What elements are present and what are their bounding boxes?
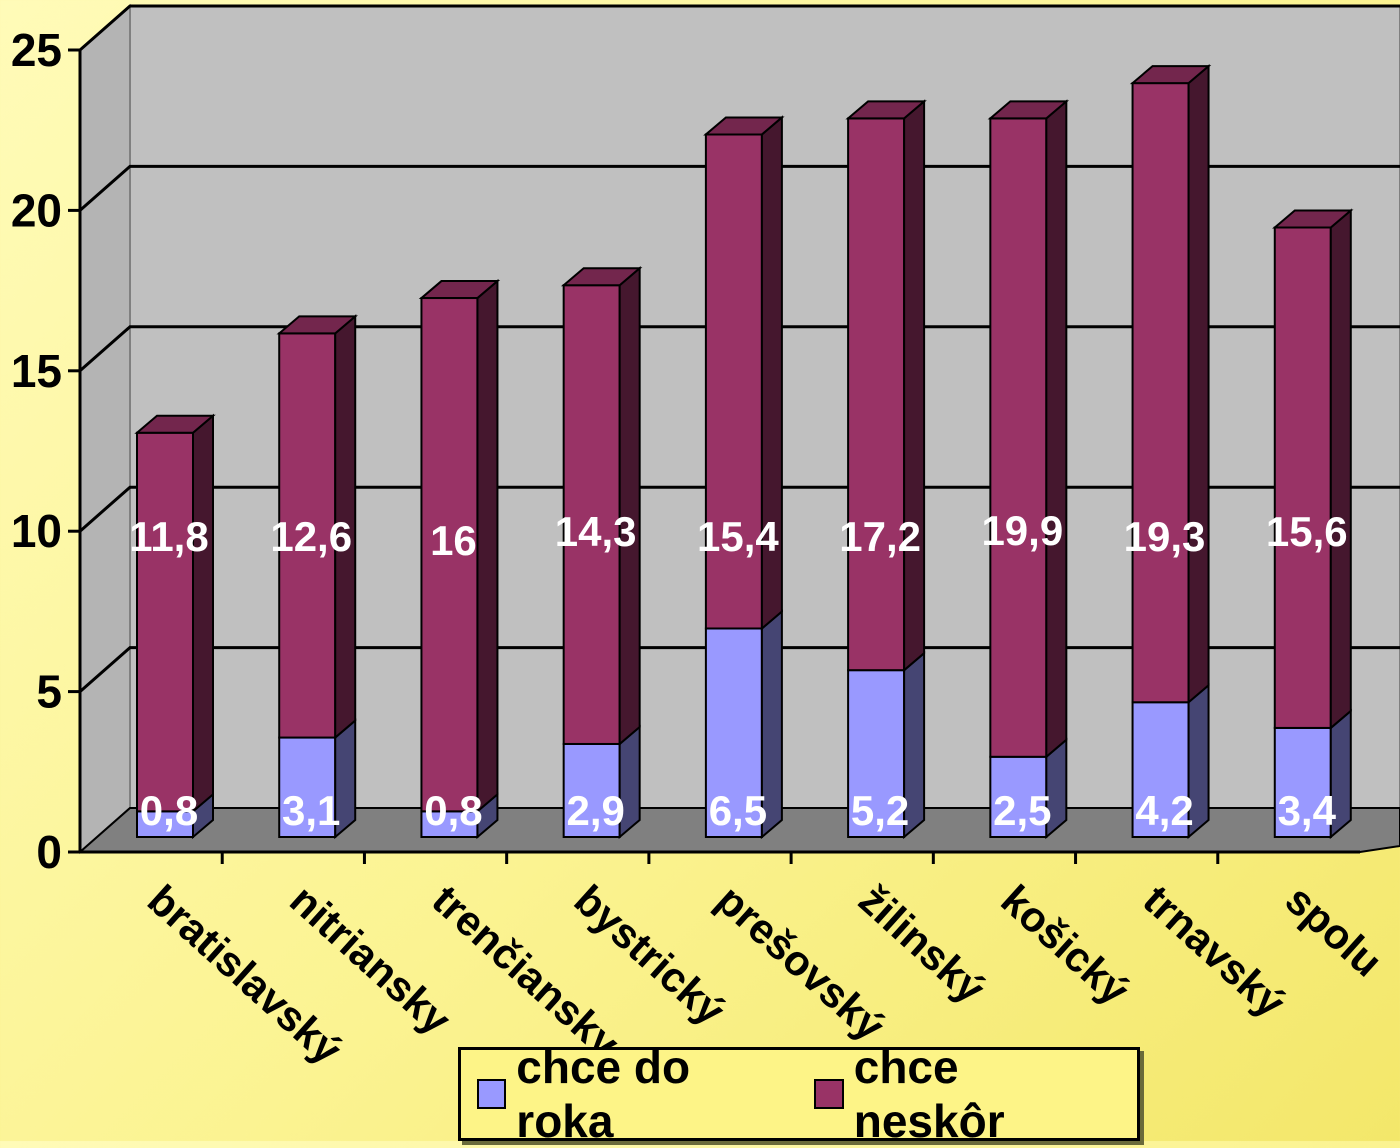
data-label-series-1: 0,8 [424,787,482,834]
data-label-series-1: 2,5 [993,787,1051,834]
legend-swatch-series-2 [814,1079,844,1109]
y-tick-label: 15 [11,345,62,397]
bar-2-front [420,297,479,813]
bar-top [703,116,785,136]
data-label-series-1: 2,9 [566,787,624,834]
data-label-series-2: 16 [430,517,477,564]
bar-2-side [192,413,214,814]
side-wall [79,3,131,855]
bar-1-front [420,810,479,838]
bar-top [845,100,927,120]
bar-top [1272,209,1354,229]
legend-swatch-series-1 [477,1079,507,1109]
data-labels: 0,8 11,8 3,1 12,6 0,8 16 2,9 14,3 6,5 15,4 5,2 17,2… [129,507,1347,834]
bar-2-side [1187,63,1210,705]
bar-2-front [704,133,763,630]
data-label-series-1: 5,2 [851,787,909,834]
bar-1-front [989,755,1048,838]
bar-1-front [278,736,337,838]
bar-2-front [1131,82,1190,704]
bar-top [1129,65,1212,85]
y-tick-label: 10 [11,505,62,557]
data-label-series-2: 19,3 [1124,513,1206,560]
bar-top [987,100,1070,120]
bar-2-front [136,431,194,813]
data-label-series-2: 19,9 [981,507,1063,554]
legend-item-series-2: chce neskôr [814,1040,1115,1148]
bar-2-front [989,117,1048,758]
data-label-series-1: 3,1 [282,787,340,834]
data-label-series-2: 12,6 [270,513,352,560]
bar-1-front [704,627,763,838]
gridline [79,646,1400,693]
category-label: košický [992,876,1138,1014]
bar-top [418,280,501,300]
bar-2-side [1045,99,1068,759]
bar-2-side [476,278,499,814]
data-label-series-1: 3,4 [1278,787,1337,834]
category-label: žilinský [850,876,995,1013]
bar-2-front [562,284,621,745]
bar-2-front [1273,226,1332,729]
legend-label-series-1: chce do roka [516,1041,691,1147]
data-label-series-2: 15,4 [697,513,779,560]
gridlines [79,4,1400,693]
bar-1-front [136,810,194,838]
y-tick-label: 20 [11,184,62,236]
data-label-series-2: 11,8 [129,513,208,560]
gridline [79,325,1400,372]
bar-top [134,414,216,434]
y-tick-label: 5 [36,666,62,718]
gridline [79,4,1400,52]
legend-item-series-1: chce do roka [477,1040,792,1148]
y-tick-label: 25 [11,24,62,76]
data-label-series-1: 6,5 [709,787,767,834]
data-label-series-2: 17,2 [839,513,921,560]
gridline [79,485,1400,533]
data-label-series-2: 14,3 [555,508,637,555]
gridline [79,164,1400,212]
legend: chce do roka chce neskôr [458,1041,1140,1147]
category-label: spolu [1277,876,1392,986]
bar-top [276,315,358,335]
data-label-series-2: 15,6 [1266,508,1348,555]
bar-top [560,267,643,287]
legend-label-series-2: chce neskôr [853,1041,1005,1147]
data-label-series-1: 4,2 [1135,787,1193,834]
bars [134,63,1354,840]
bar-2-side [903,99,926,673]
bar-2-front [847,117,906,672]
data-label-series-1: 0,8 [140,787,198,834]
bar-2-side [618,266,641,747]
y-tick-label: 0 [36,826,62,878]
bar-2-side [1329,208,1352,731]
category-label: trnavský [1135,876,1295,1027]
